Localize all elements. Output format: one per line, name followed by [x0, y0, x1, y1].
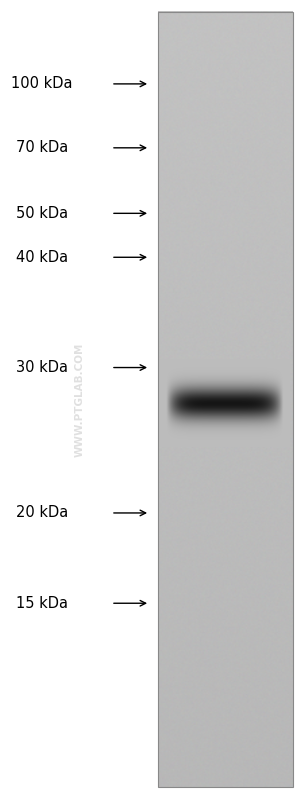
Text: 30 kDa: 30 kDa: [16, 360, 68, 375]
Bar: [158, 12, 292, 787]
Text: 15 kDa: 15 kDa: [16, 596, 68, 610]
Text: 40 kDa: 40 kDa: [16, 250, 68, 264]
Text: WWW.PTGLAB.COM: WWW.PTGLAB.COM: [74, 342, 85, 457]
Text: 100 kDa: 100 kDa: [11, 77, 73, 91]
Text: 50 kDa: 50 kDa: [16, 206, 68, 221]
Text: 20 kDa: 20 kDa: [16, 506, 68, 520]
Text: 70 kDa: 70 kDa: [16, 141, 68, 155]
